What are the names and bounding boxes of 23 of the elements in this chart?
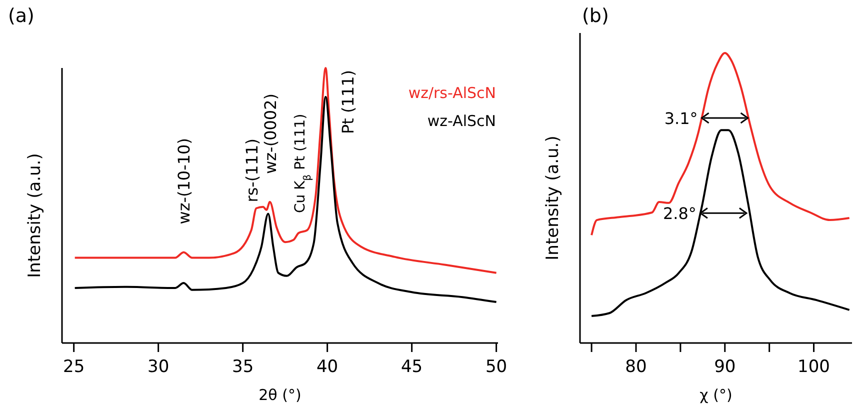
text: wz-AlScN: [427, 112, 496, 130]
x-axis-title: 2θ (°): [258, 386, 302, 404]
x-tick-label: 45: [400, 357, 423, 377]
text: wz/rs-AlScN: [408, 84, 496, 102]
annotation: wz-(0002): [260, 93, 280, 174]
x-tick-label: 50: [485, 357, 508, 377]
x-tick-label: 25: [63, 357, 85, 377]
x-tick-label: 80: [625, 357, 647, 377]
x-tick-label: 90: [714, 357, 736, 377]
x-tick-label: 35: [232, 357, 254, 377]
x-tick-label: 40: [316, 357, 338, 377]
y-axis-title: Intensity (a.u.): [543, 136, 563, 260]
annotation: Pt (111): [338, 70, 358, 134]
y-axis-title: Intensity (a.u.): [25, 153, 45, 278]
annotation: wz-(10-10): [174, 138, 194, 224]
x-axis-title: χ (°): [700, 386, 732, 404]
annotation: 3.1°: [664, 108, 698, 128]
annotation: 2.8°: [662, 204, 696, 224]
chart-title: (a): [8, 5, 34, 27]
x-tick-label: 100: [798, 357, 830, 377]
x-tick-label: 30: [148, 357, 170, 377]
annotation: rs-(111): [242, 138, 262, 202]
chart-title: (b): [582, 5, 609, 27]
